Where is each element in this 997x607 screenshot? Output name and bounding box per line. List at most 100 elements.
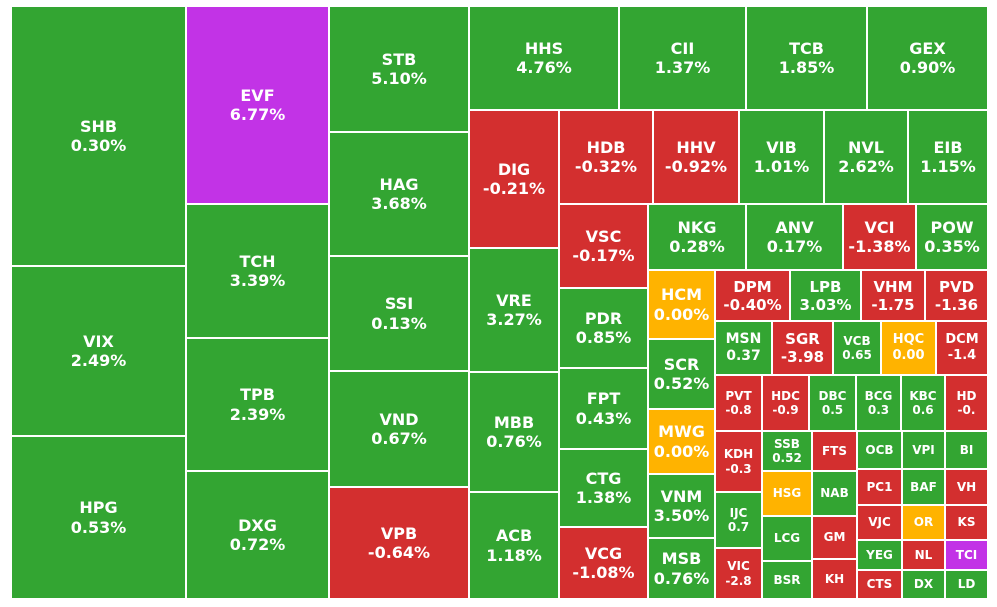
tile-vhm[interactable]: VHM -1.75 bbox=[861, 270, 925, 321]
tile-stb[interactable]: STB 5.10% bbox=[329, 6, 469, 132]
tile-ticker: VNM bbox=[660, 486, 703, 506]
tile-dxg[interactable]: DXG 0.72% bbox=[186, 471, 329, 599]
tile-ijc[interactable]: IJC 0.7 bbox=[715, 492, 762, 548]
tile-change: 0.3 bbox=[867, 403, 890, 417]
tile-dcm[interactable]: DCM -1.4 bbox=[936, 321, 988, 375]
tile-dbc[interactable]: DBC 0.5 bbox=[809, 375, 856, 431]
tile-cii[interactable]: CII 1.37% bbox=[619, 6, 746, 110]
tile-lcg[interactable]: LCG bbox=[762, 516, 812, 561]
tile-vcb[interactable]: VCB 0.65 bbox=[833, 321, 881, 375]
tile-tch[interactable]: TCH 3.39% bbox=[186, 204, 329, 338]
tile-hd[interactable]: HD -0. bbox=[945, 375, 988, 431]
tile-ticker: CTG bbox=[585, 468, 622, 488]
tile-hdb[interactable]: HDB -0.32% bbox=[559, 110, 653, 204]
tile-msb[interactable]: MSB 0.76% bbox=[648, 538, 715, 599]
tile-ticker: HHV bbox=[676, 137, 716, 157]
tile-msn[interactable]: MSN 0.37 bbox=[715, 321, 772, 375]
tile-hpg[interactable]: HPG 0.53% bbox=[11, 436, 186, 599]
tile-hqc[interactable]: HQC 0.00 bbox=[881, 321, 936, 375]
tile-nvl[interactable]: NVL 2.62% bbox=[824, 110, 908, 204]
tile-ld[interactable]: LD bbox=[945, 570, 988, 599]
tile-tcb[interactable]: TCB 1.85% bbox=[746, 6, 867, 110]
tile-nl[interactable]: NL bbox=[902, 540, 945, 570]
tile-dpm[interactable]: DPM -0.40% bbox=[715, 270, 790, 321]
tile-vix[interactable]: VIX 2.49% bbox=[11, 266, 186, 436]
tile-pvd[interactable]: PVD -1.36 bbox=[925, 270, 988, 321]
tile-hcm[interactable]: HCM 0.00% bbox=[648, 270, 715, 339]
tile-vic[interactable]: VIC -2.8 bbox=[715, 548, 762, 599]
tile-pow[interactable]: POW 0.35% bbox=[916, 204, 988, 270]
tile-bsr[interactable]: BSR bbox=[762, 561, 812, 599]
tile-change: 0.00% bbox=[653, 304, 710, 324]
tile-acb[interactable]: ACB 1.18% bbox=[469, 492, 559, 599]
tile-pdr[interactable]: PDR 0.85% bbox=[559, 288, 648, 368]
tile-change: 0.76% bbox=[653, 568, 710, 588]
tile-ticker: VRE bbox=[496, 290, 532, 310]
tile-vnm[interactable]: VNM 3.50% bbox=[648, 474, 715, 538]
tile-vcg[interactable]: VCG -1.08% bbox=[559, 527, 648, 599]
tile-vci[interactable]: VCI -1.38% bbox=[843, 204, 916, 270]
tile-vjc[interactable]: VJC bbox=[857, 505, 902, 540]
tile-hag[interactable]: HAG 3.68% bbox=[329, 132, 469, 256]
tile-pc1[interactable]: PC1 bbox=[857, 469, 902, 505]
tile-mwg[interactable]: MWG 0.00% bbox=[648, 409, 715, 474]
tile-sgr[interactable]: SGR -3.98 bbox=[772, 321, 833, 375]
tile-change: 0.72% bbox=[229, 535, 286, 554]
tile-fpt[interactable]: FPT 0.43% bbox=[559, 368, 648, 449]
tile-kh[interactable]: KH bbox=[812, 559, 857, 599]
tile-hsg[interactable]: HSG bbox=[762, 471, 812, 516]
tile-vsc[interactable]: VSC -0.17% bbox=[559, 204, 648, 288]
tile-gm[interactable]: GM bbox=[812, 516, 857, 559]
tile-hdc[interactable]: HDC -0.9 bbox=[762, 375, 809, 431]
tile-bcg[interactable]: BCG 0.3 bbox=[856, 375, 901, 431]
tile-dig[interactable]: DIG -0.21% bbox=[469, 110, 559, 248]
tile-change: 5.10% bbox=[371, 69, 427, 88]
tile-ticker: KS bbox=[957, 515, 976, 530]
tile-gex[interactable]: GEX 0.90% bbox=[867, 6, 988, 110]
tile-mbb[interactable]: MBB 0.76% bbox=[469, 372, 559, 492]
tile-kdh[interactable]: KDH -0.3 bbox=[715, 431, 762, 492]
tile-ticker: GEX bbox=[909, 38, 946, 58]
tile-kbc[interactable]: KBC 0.6 bbox=[901, 375, 945, 431]
tile-ticker: NL bbox=[914, 547, 933, 562]
tile-tci[interactable]: TCI bbox=[945, 540, 988, 570]
tile-hhs[interactable]: HHS 4.76% bbox=[469, 6, 619, 110]
tile-ssb[interactable]: SSB 0.52 bbox=[762, 431, 812, 471]
tile-vpi[interactable]: VPI bbox=[902, 431, 945, 469]
tile-ticker: VHM bbox=[873, 277, 913, 296]
tile-or[interactable]: OR bbox=[902, 505, 945, 540]
tile-ticker: KDH bbox=[723, 447, 754, 462]
tile-eib[interactable]: EIB 1.15% bbox=[908, 110, 988, 204]
tile-pvt[interactable]: PVT -0.8 bbox=[715, 375, 762, 431]
tile-lpb[interactable]: LPB 3.03% bbox=[790, 270, 861, 321]
tile-cts[interactable]: CTS bbox=[857, 570, 902, 599]
tile-change: 0.85% bbox=[575, 328, 632, 347]
tile-change: -3.98 bbox=[780, 348, 825, 366]
tile-tpb[interactable]: TPB 2.39% bbox=[186, 338, 329, 471]
tile-vpb[interactable]: VPB -0.64% bbox=[329, 487, 469, 599]
tile-scr[interactable]: SCR 0.52% bbox=[648, 339, 715, 409]
tile-bi[interactable]: BI bbox=[945, 431, 988, 469]
tile-evf[interactable]: EVF 6.77% bbox=[186, 6, 329, 204]
tile-hhv[interactable]: HHV -0.92% bbox=[653, 110, 739, 204]
tile-anv[interactable]: ANV 0.17% bbox=[746, 204, 843, 270]
tile-ocb[interactable]: OCB bbox=[857, 431, 902, 469]
tile-fts[interactable]: FTS bbox=[812, 431, 857, 471]
tile-vre[interactable]: VRE 3.27% bbox=[469, 248, 559, 372]
tile-nkg[interactable]: NKG 0.28% bbox=[648, 204, 746, 270]
tile-baf[interactable]: BAF bbox=[902, 469, 945, 505]
tile-ticker: CII bbox=[670, 38, 695, 58]
tile-nab[interactable]: NAB bbox=[812, 471, 857, 516]
tile-change: 1.15% bbox=[920, 157, 976, 176]
tile-shb[interactable]: SHB 0.30% bbox=[11, 6, 186, 266]
tile-vnd[interactable]: VND 0.67% bbox=[329, 371, 469, 487]
tile-vib[interactable]: VIB 1.01% bbox=[739, 110, 824, 204]
tile-ticker: HD bbox=[956, 388, 977, 403]
tile-dx[interactable]: DX bbox=[902, 570, 945, 599]
tile-ks[interactable]: KS bbox=[945, 505, 988, 540]
tile-vh[interactable]: VH bbox=[945, 469, 988, 505]
tile-ticker: HAG bbox=[379, 174, 419, 194]
tile-ctg[interactable]: CTG 1.38% bbox=[559, 449, 648, 527]
tile-ssi[interactable]: SSI 0.13% bbox=[329, 256, 469, 371]
tile-yeg[interactable]: YEG bbox=[857, 540, 902, 570]
